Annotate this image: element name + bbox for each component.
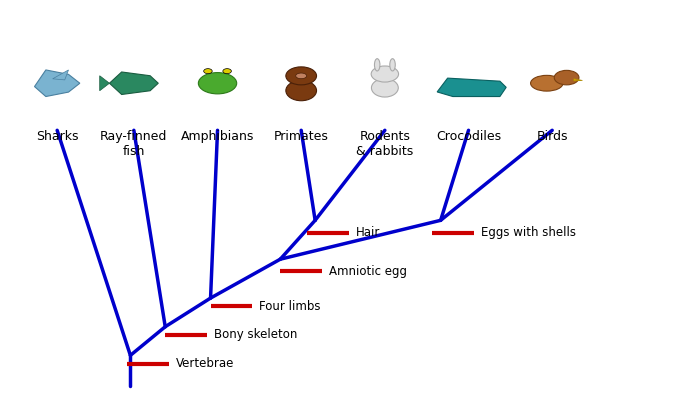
Polygon shape bbox=[109, 72, 158, 94]
Text: Eggs with shells: Eggs with shells bbox=[481, 226, 576, 239]
Polygon shape bbox=[99, 76, 109, 91]
Circle shape bbox=[371, 66, 398, 82]
Text: Bony skeleton: Bony skeleton bbox=[214, 328, 298, 342]
Text: Primates: Primates bbox=[274, 130, 328, 143]
Text: Vertebrae: Vertebrae bbox=[176, 357, 234, 370]
Circle shape bbox=[223, 69, 232, 74]
Polygon shape bbox=[438, 78, 506, 96]
Circle shape bbox=[554, 70, 579, 85]
Text: Four limbs: Four limbs bbox=[260, 300, 321, 313]
Ellipse shape bbox=[374, 59, 380, 71]
Text: Rodents
& rabbits: Rodents & rabbits bbox=[356, 130, 414, 158]
Ellipse shape bbox=[286, 80, 316, 101]
Text: Sharks: Sharks bbox=[36, 130, 78, 143]
Ellipse shape bbox=[390, 59, 395, 71]
Text: Crocodiles: Crocodiles bbox=[436, 130, 501, 143]
Text: Birds: Birds bbox=[536, 130, 568, 143]
Polygon shape bbox=[574, 79, 582, 81]
Text: Amniotic egg: Amniotic egg bbox=[329, 265, 407, 278]
Text: Hair: Hair bbox=[356, 226, 380, 239]
Ellipse shape bbox=[531, 75, 563, 91]
Circle shape bbox=[204, 69, 212, 74]
Ellipse shape bbox=[198, 73, 237, 94]
Polygon shape bbox=[34, 70, 80, 96]
Text: Amphibians: Amphibians bbox=[181, 130, 254, 143]
Polygon shape bbox=[52, 70, 69, 80]
Ellipse shape bbox=[372, 79, 398, 97]
Ellipse shape bbox=[295, 73, 307, 79]
Circle shape bbox=[286, 67, 316, 85]
Text: Ray-finned
fish: Ray-finned fish bbox=[100, 130, 167, 158]
